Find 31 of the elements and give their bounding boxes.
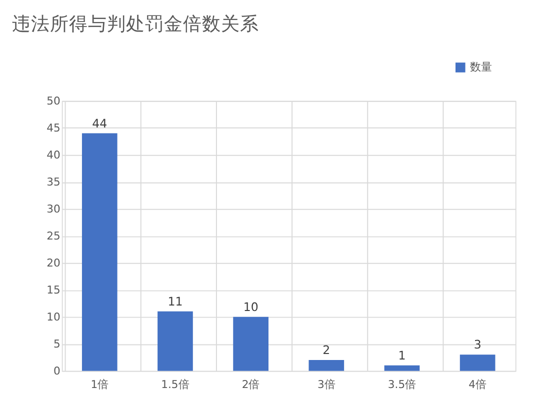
x-tick-label: 1倍 (90, 378, 109, 391)
y-tick-label: 15 (46, 283, 60, 296)
x-tick-label: 3.5倍 (388, 378, 416, 391)
y-tick-label: 0 (54, 364, 61, 378)
y-tick-label: 30 (46, 202, 61, 216)
data-label: 1 (398, 348, 406, 363)
x-tick-label: 1.5倍 (161, 378, 190, 391)
y-tick-label: 50 (46, 94, 61, 108)
data-label: 10 (243, 300, 258, 314)
y-tick-label: 25 (46, 229, 60, 242)
bar (460, 354, 496, 371)
x-tick-label: 4倍 (468, 378, 487, 391)
bar (82, 133, 118, 371)
y-tick-label: 35 (46, 175, 60, 188)
bar (384, 365, 420, 371)
x-tick-label: 2倍 (242, 378, 260, 391)
data-label: 3 (474, 338, 482, 352)
y-tick-label: 40 (46, 148, 61, 162)
bar (308, 360, 344, 371)
data-label: 44 (92, 116, 108, 130)
data-label: 11 (168, 294, 183, 309)
y-tick-label: 10 (46, 310, 61, 324)
y-tick-label: 45 (46, 121, 60, 134)
y-tick-label: 20 (46, 256, 61, 270)
x-tick-label: 3倍 (317, 378, 336, 391)
y-tick-label: 5 (54, 337, 60, 350)
bar (233, 316, 268, 371)
chart-title: 违法所得与判处罚金倍数关系 (12, 14, 259, 36)
data-label: 2 (322, 343, 330, 358)
legend-label: 数量 (470, 60, 492, 74)
bar (158, 311, 193, 371)
